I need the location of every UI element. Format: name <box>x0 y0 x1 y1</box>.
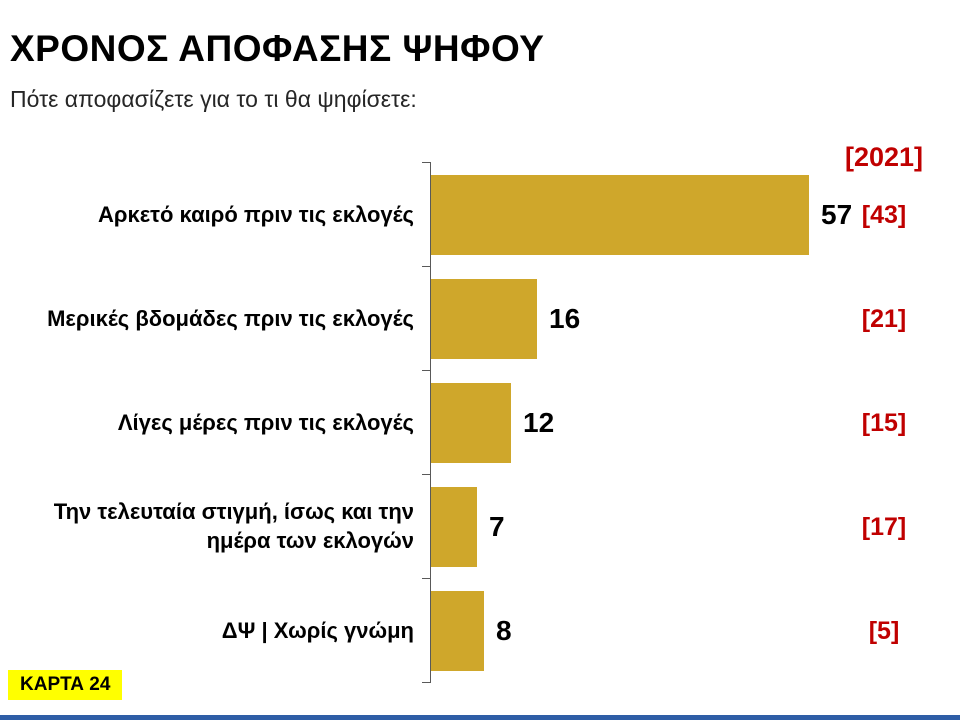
previous-year-value: [5] <box>868 616 900 645</box>
bottom-border-line <box>0 715 960 720</box>
bar-row: ΔΨ | Χωρίς γνώμη 8 [5] <box>0 578 960 683</box>
value-label: 7 <box>489 511 505 542</box>
bar <box>431 487 477 567</box>
bar-row: Αρκετό καιρό πριν τις εκλογές 57 [43] <box>0 162 960 267</box>
previous-year-value: [15] <box>861 408 907 437</box>
value-label: 8 <box>496 615 512 646</box>
bar-area: 12 <box>422 370 960 475</box>
bar <box>431 279 537 359</box>
category-label: Μερικές βδομάδες πριν τις εκλογές <box>47 305 414 331</box>
bar <box>431 175 809 255</box>
value-label: 57 <box>821 199 853 230</box>
value-label: 16 <box>549 303 581 334</box>
category-label: Την τελευταία στιγμή, ίσως και την ημέρα… <box>53 499 414 553</box>
previous-year-value: [43] <box>861 200 907 229</box>
category-label: ΔΨ | Χωρίς γνώμη <box>221 617 414 643</box>
bar-row: Την τελευταία στιγμή, ίσως και την ημέρα… <box>0 474 960 579</box>
value-label: 12 <box>523 407 555 438</box>
bar-chart: Αρκετό καιρό πριν τις εκλογές 57 [43] Μερικ… <box>0 162 960 683</box>
category-label: Αρκετό καιρό πριν τις εκλογές <box>97 201 414 227</box>
page-subtitle: Πότε αποφασίζετε για το τι θα ψηφίσετε: <box>10 86 417 112</box>
bar-area: 7 <box>422 474 960 579</box>
page-title: ΧΡΟΝΟΣ ΑΠΟΦΑΣΗΣ ΨΗΦΟΥ <box>10 28 545 69</box>
bar-row: Λίγες μέρες πριν τις εκλογές 12 [15] <box>0 370 960 475</box>
bar-area: 16 <box>422 266 960 371</box>
previous-year-value: [21] <box>861 304 907 333</box>
comparison-year-label: [2021] <box>844 142 924 172</box>
bar <box>431 383 511 463</box>
bar <box>431 591 484 671</box>
bar-row: Μερικές βδομάδες πριν τις εκλογές 16 [21] <box>0 266 960 371</box>
previous-year-value: [17] <box>861 512 907 541</box>
bar-area: 57 <box>422 162 960 267</box>
category-label: Λίγες μέρες πριν τις εκλογές <box>117 409 414 435</box>
bar-area: 8 <box>422 578 960 683</box>
card-number-badge: ΚΑΡΤΑ 24 <box>8 670 123 700</box>
